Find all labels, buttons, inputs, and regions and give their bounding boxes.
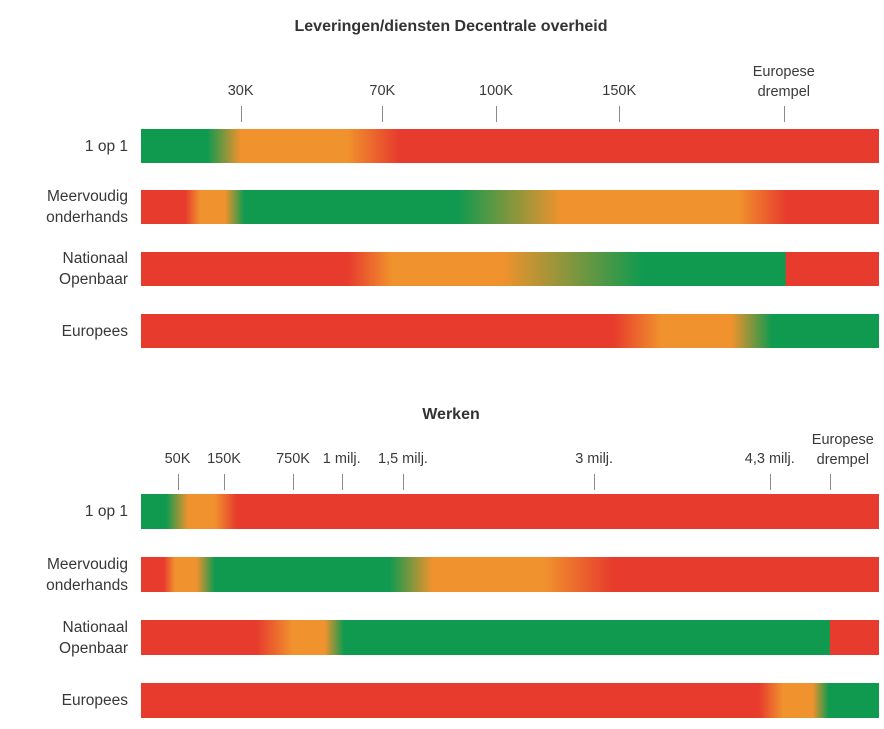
axis-tick-label: 750K bbox=[276, 451, 310, 467]
chart-title: Werken bbox=[422, 406, 480, 423]
axis-tick-label: 100K bbox=[479, 83, 513, 99]
axis-tick-label: 50K bbox=[164, 451, 191, 467]
row-label: 1 op 1 bbox=[84, 503, 128, 520]
plot-area: 30K 70K 100K 150K Europese drempel bbox=[141, 0, 879, 729]
axis-tick-mark bbox=[829, 474, 831, 490]
axis-tick-mark bbox=[619, 106, 621, 122]
row-label: Meervoudig onderhands bbox=[46, 188, 128, 226]
row-label: Meervoudig onderhands bbox=[46, 555, 128, 594]
axis-tick-label: 70K bbox=[369, 83, 396, 99]
axis-tick-mark bbox=[293, 474, 295, 490]
axis-tick-mark bbox=[783, 106, 785, 122]
row-label: Europees bbox=[61, 692, 128, 709]
axis-tick-mark bbox=[240, 106, 242, 122]
gradient-bar bbox=[141, 314, 879, 348]
axis-tick-label: 3 milj. bbox=[575, 451, 614, 467]
plot-area: 50K 150K 750K 1 milj. 1,5 milj. 3 milj. 4,3 mi… bbox=[141, 0, 879, 729]
gradient-bar bbox=[141, 129, 879, 163]
axis-tick-label: Europese drempel bbox=[752, 64, 815, 100]
gradient-bar bbox=[141, 683, 879, 718]
axis-tick-label: 1 milj. bbox=[322, 451, 361, 467]
axis-tick-mark bbox=[594, 474, 596, 490]
axis-tick-mark bbox=[177, 474, 179, 490]
row-label: 1 op 1 bbox=[84, 137, 128, 155]
axis-tick-mark bbox=[402, 474, 404, 490]
gradient-bar bbox=[141, 557, 879, 592]
axis-tick-mark bbox=[769, 474, 771, 490]
axis-tick-label: 4,3 milj. bbox=[744, 451, 795, 467]
row-label: Nationaal Openbaar bbox=[59, 618, 128, 657]
axis-tick-label: 1,5 milj. bbox=[378, 451, 428, 467]
axis-tick-mark bbox=[224, 474, 226, 490]
axis-tick-label: 150K bbox=[602, 83, 637, 99]
axis-tick-label: 30K bbox=[227, 83, 254, 99]
gradient-bar bbox=[141, 620, 879, 655]
gradient-bar bbox=[141, 190, 879, 224]
row-label: Europees bbox=[61, 322, 128, 340]
row-label: Nationaal Openbaar bbox=[59, 250, 128, 288]
axis-tick-label: Europese drempel bbox=[811, 432, 874, 468]
axis-tick-mark bbox=[341, 474, 343, 490]
axis-tick-mark bbox=[495, 106, 497, 122]
axis-tick-mark bbox=[382, 106, 384, 122]
gradient-bar bbox=[141, 494, 879, 529]
gradient-bar bbox=[141, 252, 879, 286]
axis-tick-label: 150K bbox=[207, 451, 241, 467]
chart-title: Leveringen/diensten Decentrale overheid bbox=[294, 18, 608, 35]
